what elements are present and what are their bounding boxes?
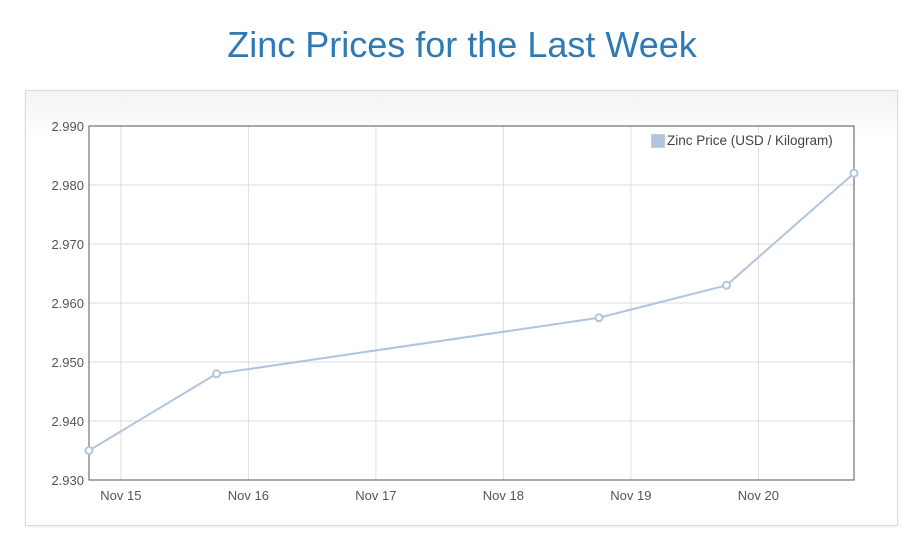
- legend-label: Zinc Price (USD / Kilogram): [667, 133, 833, 148]
- x-tick-label: Nov 15: [100, 488, 141, 503]
- y-tick-label: 2.990: [51, 119, 84, 134]
- x-tick-label: Nov 18: [483, 488, 524, 503]
- y-tick-label: 2.930: [51, 473, 84, 488]
- x-tick-label: Nov 20: [738, 488, 779, 503]
- data-point: [84, 446, 94, 455]
- x-tick-label: Nov 19: [610, 488, 651, 503]
- y-tick-label: 2.970: [51, 237, 84, 252]
- y-tick-label: 2.960: [51, 296, 84, 311]
- legend[interactable]: Zinc Price (USD / Kilogram): [651, 133, 833, 148]
- chart-title: Zinc Prices for the Last Week: [227, 24, 697, 65]
- data-point: [849, 168, 859, 178]
- legend-swatch: [651, 133, 665, 148]
- plot-border: [88, 125, 855, 481]
- y-tick-label: 2.980: [51, 178, 84, 193]
- y-tick-label: 2.940: [51, 414, 84, 429]
- data-point: [722, 280, 731, 290]
- x-tick-label: Nov 17: [355, 488, 396, 503]
- data-point: [594, 313, 604, 323]
- y-tick-label: 2.950: [51, 355, 84, 370]
- x-tick-label: Nov 16: [228, 488, 269, 503]
- data-point: [212, 369, 221, 379]
